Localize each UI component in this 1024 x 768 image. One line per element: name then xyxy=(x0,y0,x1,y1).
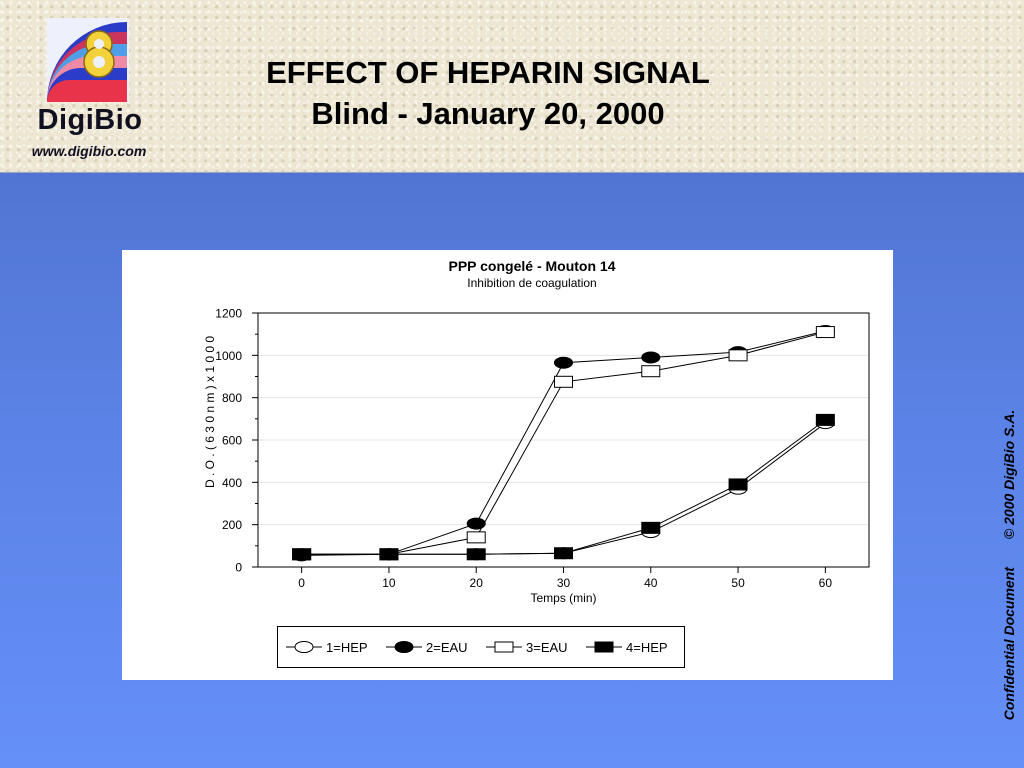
y-tick-label: 400 xyxy=(222,476,242,490)
open-circle-marker-icon xyxy=(286,641,322,653)
y-tick-label: 0 xyxy=(235,561,242,575)
legend-item-1: 1=HEP xyxy=(286,627,368,667)
x-tick-label: 60 xyxy=(819,576,833,590)
x-tick-label: 0 xyxy=(298,576,305,590)
data-point-series-3 xyxy=(554,375,573,388)
line-chart: PPP congelé - Mouton 14 Inhibition de coa… xyxy=(203,258,870,605)
data-point-series-2 xyxy=(641,351,661,364)
data-point-series-3 xyxy=(815,326,835,339)
filled-square-marker-icon xyxy=(586,641,622,653)
data-point-series-4 xyxy=(641,521,661,534)
slide-header: DigiBio www.digibio.com EFFECT OF HEPARI… xyxy=(0,0,1024,173)
brand-url-link[interactable]: www.digibio.com xyxy=(31,143,147,159)
legend-label-4: 4=HEP xyxy=(626,639,668,655)
y-tick-label: 200 xyxy=(222,518,242,532)
chart-panel: PPP congelé - Mouton 14 Inhibition de coa… xyxy=(122,250,893,680)
confidential-note: Confidential Document © 2000 DigiBio S.A. xyxy=(1001,410,1017,721)
legend-item-4: 4=HEP xyxy=(586,627,668,667)
data-point-series-4 xyxy=(292,548,312,561)
legend-item-3: 3=EAU xyxy=(486,627,568,667)
chart-subtitle: Inhibition de coagulation xyxy=(467,276,596,290)
brand-name: DigiBio xyxy=(37,104,143,136)
data-point-series-3 xyxy=(466,531,486,544)
data-point-series-4 xyxy=(815,413,835,426)
data-point-series-3 xyxy=(641,365,661,378)
x-axis-label: Temps (min) xyxy=(530,591,596,605)
legend-label-3: 3=EAU xyxy=(526,639,568,655)
chart-title: PPP congelé - Mouton 14 xyxy=(449,258,616,274)
y-tick-label: 800 xyxy=(222,391,242,405)
x-tick-label: 10 xyxy=(382,576,396,590)
data-point-series-4 xyxy=(466,548,486,561)
x-tick-label: 40 xyxy=(644,576,658,590)
y-tick-label: 600 xyxy=(222,434,242,448)
y-tick-label: 1200 xyxy=(215,307,242,321)
legend-item-2: 2=EAU xyxy=(386,627,468,667)
data-point-series-4 xyxy=(379,548,399,561)
x-tick-label: 50 xyxy=(731,576,745,590)
legend-label-2: 2=EAU xyxy=(426,639,468,655)
slide-title: EFFECT OF HEPARIN SIGNAL xyxy=(266,55,710,90)
data-point-series-3 xyxy=(728,349,748,362)
data-point-series-4 xyxy=(554,547,573,560)
copyright-label: © 2000 DigiBio S.A. xyxy=(1001,409,1017,540)
digibio-logo-icon xyxy=(47,18,129,102)
data-point-series-2 xyxy=(466,517,486,530)
data-point-series-4 xyxy=(728,478,748,491)
open-square-marker-icon xyxy=(486,641,522,653)
y-axis-label: D . O . ( 6 3 0 n m ) x 1 0 0 0 xyxy=(203,336,217,488)
x-tick-label: 20 xyxy=(470,576,484,590)
confidential-label: Confidential Document xyxy=(1001,567,1017,721)
legend-label-1: 1=HEP xyxy=(326,639,368,655)
filled-circle-marker-icon xyxy=(386,641,422,653)
x-tick-label: 30 xyxy=(557,576,571,590)
y-tick-label: 1000 xyxy=(215,349,242,363)
chart-legend: 1=HEP 2=EAU 3=EAU 4=HEP xyxy=(277,626,685,668)
slide-subtitle: Blind - January 20, 2000 xyxy=(311,96,665,131)
data-point-series-2 xyxy=(554,356,573,369)
